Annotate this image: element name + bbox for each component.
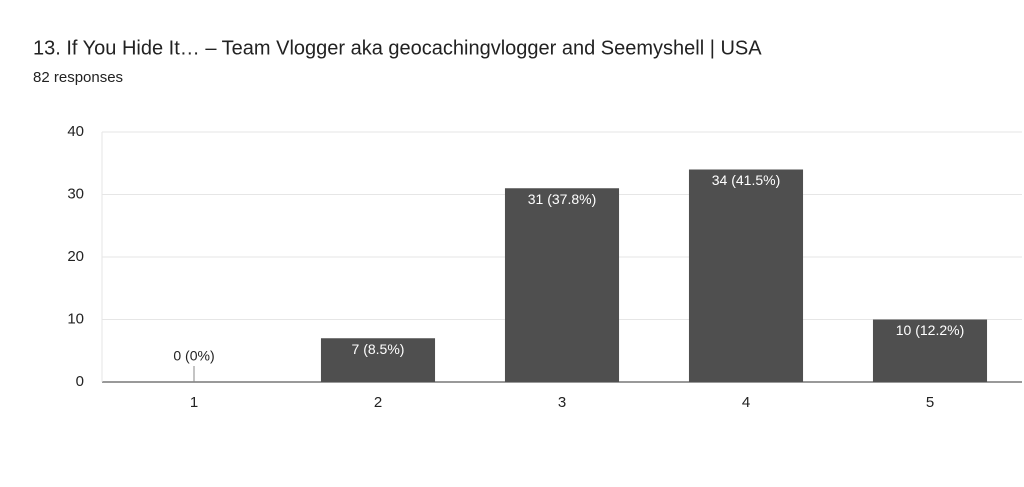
value-label: 7 (8.5%) <box>352 341 405 357</box>
bar <box>504 188 620 382</box>
x-tick-label: 4 <box>742 394 750 411</box>
y-tick-label: 40 <box>67 123 84 140</box>
x-tick-label: 3 <box>558 394 566 411</box>
y-tick-label: 30 <box>67 185 84 202</box>
value-label: 31 (37.8%) <box>528 191 596 207</box>
x-tick-label: 5 <box>926 394 934 411</box>
chart-title: 13. If You Hide It… – Team Vlogger aka g… <box>33 37 762 59</box>
x-tick-label: 1 <box>190 394 198 411</box>
y-tick-label: 10 <box>67 310 84 327</box>
value-label: 10 (12.2%) <box>896 322 964 338</box>
bar <box>688 169 804 382</box>
chart-subtitle: 82 responses <box>33 69 123 86</box>
bar <box>320 338 436 382</box>
y-tick-label: 0 <box>76 373 84 390</box>
x-tick-label: 2 <box>374 394 382 411</box>
value-label: 0 (0%) <box>173 348 214 364</box>
bar <box>872 319 988 382</box>
y-tick-label: 20 <box>67 248 84 265</box>
value-label: 34 (41.5%) <box>712 172 780 188</box>
